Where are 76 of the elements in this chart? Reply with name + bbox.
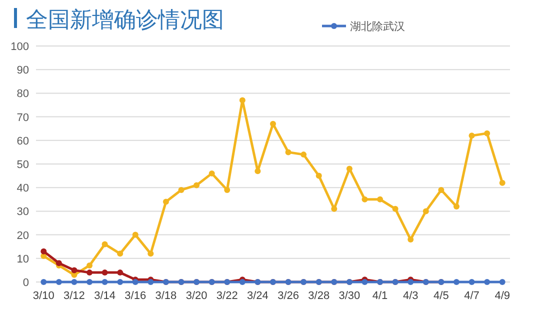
- point: [117, 250, 124, 257]
- point: [40, 279, 47, 285]
- y-tick-label: 40: [16, 182, 29, 195]
- point: [484, 130, 490, 136]
- y-tick-label: 0: [22, 277, 29, 289]
- point: [468, 279, 475, 285]
- point: [86, 262, 93, 268]
- point: [300, 152, 307, 158]
- y-tick-label: 50: [16, 159, 29, 171]
- x-tick-label: 3/28: [308, 290, 330, 302]
- point: [224, 186, 230, 193]
- point: [132, 279, 138, 285]
- x-tick-label: 3/20: [186, 290, 208, 302]
- point: [132, 232, 138, 238]
- point: [499, 180, 506, 186]
- point: [56, 279, 62, 285]
- x-tick-label: 4/7: [464, 290, 480, 302]
- point: [254, 168, 261, 174]
- legend-label: 湖北除武汉: [350, 20, 405, 33]
- point: [148, 279, 154, 285]
- point: [392, 206, 398, 212]
- point: [362, 196, 368, 202]
- point: [117, 279, 124, 285]
- x-tick-label: 4/5: [434, 290, 449, 302]
- x-tick-label: 3/22: [216, 290, 238, 302]
- point: [453, 279, 460, 285]
- point: [86, 279, 93, 285]
- y-tick-label: 100: [10, 41, 29, 53]
- legend-item: 湖北除武汉: [322, 21, 405, 33]
- x-tick-label: 3/10: [32, 290, 54, 302]
- point: [316, 172, 322, 179]
- point: [408, 236, 414, 243]
- point: [148, 250, 154, 257]
- point: [86, 270, 93, 276]
- y-tick-label: 30: [16, 206, 29, 218]
- point: [239, 97, 246, 104]
- point: [102, 279, 108, 285]
- point: [408, 279, 414, 285]
- point: [438, 186, 444, 193]
- point: [453, 203, 460, 210]
- point: [362, 279, 368, 285]
- point: [239, 279, 246, 285]
- x-tick-label: 4/9: [494, 290, 510, 302]
- point: [422, 208, 429, 214]
- point: [346, 166, 352, 172]
- point: [102, 270, 108, 276]
- point: [178, 186, 184, 193]
- x-tick-label: 4/1: [372, 290, 388, 302]
- y-tick-label: 60: [16, 135, 29, 148]
- x-tick-label: 3/30: [338, 290, 360, 302]
- point: [285, 149, 292, 156]
- y-tick-label: 80: [16, 88, 29, 100]
- y-tick-label: 20: [16, 230, 29, 242]
- x-tick-label: 3/26: [278, 290, 299, 302]
- chart-title: 全国新增确诊情况图: [26, 7, 224, 32]
- y-tick-label: 10: [16, 253, 29, 266]
- point: [71, 267, 78, 274]
- point: [484, 279, 490, 285]
- x-tick-label: 3/16: [124, 290, 146, 302]
- point: [377, 196, 384, 202]
- x-tick-label: 3/18: [155, 290, 177, 302]
- point: [162, 198, 169, 205]
- point: [468, 132, 475, 139]
- x-tick-label: 3/12: [64, 290, 85, 302]
- point: [40, 248, 47, 254]
- point: [499, 279, 506, 285]
- x-tick-label: 4/3: [402, 290, 418, 302]
- point: [194, 182, 200, 188]
- point: [71, 279, 78, 285]
- x-tick-label: 3/24: [247, 290, 268, 302]
- y-tick-label: 90: [16, 64, 29, 77]
- point: [102, 241, 108, 248]
- point: [117, 270, 124, 276]
- y-tick-label: 70: [16, 112, 29, 124]
- x-tick-label: 3/14: [94, 290, 116, 302]
- point: [208, 170, 215, 176]
